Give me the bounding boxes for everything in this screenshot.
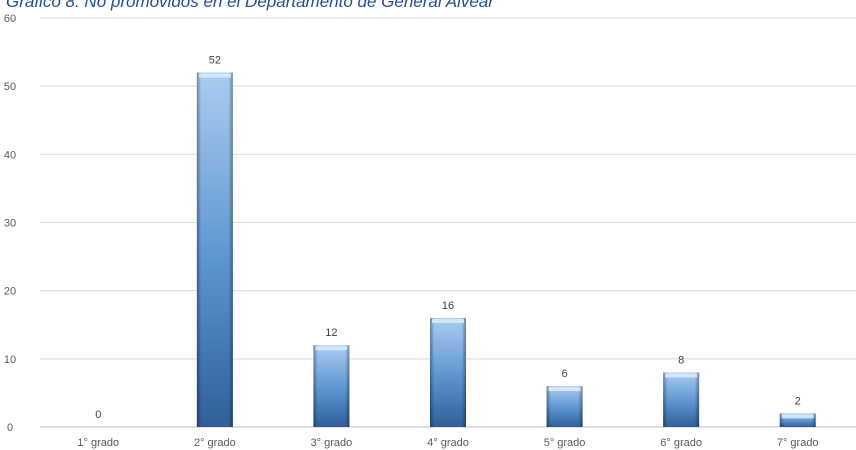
x-tick-label: 6° grado bbox=[660, 437, 702, 449]
data-label: 16 bbox=[442, 300, 454, 312]
data-label: 52 bbox=[209, 55, 221, 67]
chart-title: Gráfico 8. No promovidos en el Departame… bbox=[6, 0, 494, 11]
bar bbox=[313, 345, 350, 427]
y-tick-label: 30 bbox=[4, 218, 16, 230]
bar bbox=[546, 386, 583, 427]
y-tick-label: 50 bbox=[4, 81, 16, 93]
bars bbox=[196, 72, 816, 428]
data-label: 0 bbox=[95, 409, 101, 421]
data-label: 2 bbox=[795, 395, 801, 407]
data-label: 8 bbox=[678, 354, 684, 366]
data-label: 6 bbox=[562, 368, 568, 380]
x-tick-label: 2° grado bbox=[194, 437, 236, 449]
x-tick-label: 4° grado bbox=[427, 437, 469, 449]
bar bbox=[430, 317, 466, 427]
y-tick-label: 60 bbox=[4, 13, 16, 25]
y-tick-label: 20 bbox=[4, 286, 16, 298]
x-tick-label: 7° grado bbox=[777, 437, 819, 449]
data-label: 12 bbox=[325, 327, 337, 339]
x-tick-label: 3° grado bbox=[311, 437, 353, 449]
labels: 0 10 20 30 40 50 60 1° grado 0 2° grado 52 3° grado… bbox=[4, 13, 819, 449]
gridlines bbox=[40, 17, 856, 428]
bar bbox=[196, 72, 233, 428]
x-tick-label: 1° grado bbox=[77, 437, 119, 449]
x-tick-label: 5° grado bbox=[544, 437, 586, 449]
bar bbox=[663, 372, 700, 427]
bar bbox=[779, 413, 816, 427]
y-tick-label: 10 bbox=[4, 354, 16, 366]
y-tick-label: 0 bbox=[7, 422, 13, 434]
y-tick-label: 40 bbox=[4, 149, 16, 161]
